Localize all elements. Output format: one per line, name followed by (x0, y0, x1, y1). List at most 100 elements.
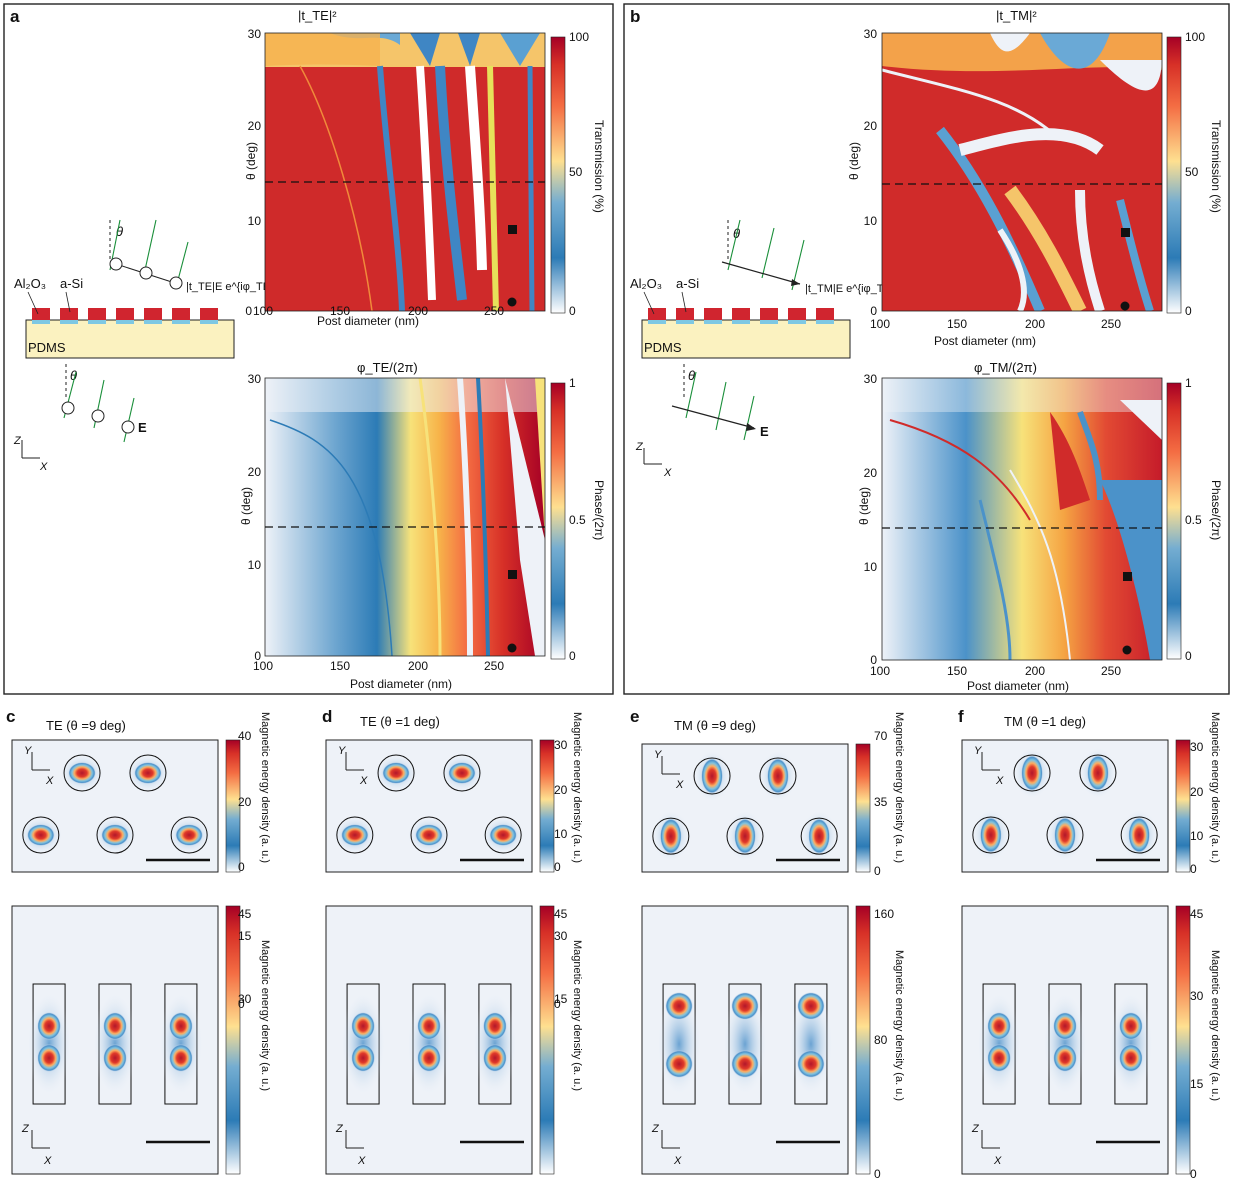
label-pdms-b: PDMS (644, 340, 682, 355)
field-hotspot (1053, 1012, 1077, 1040)
svg-text:0: 0 (254, 649, 261, 663)
field-maps: Y X Z X Y X Z X Y X Z X Y X Z X (11, 739, 1191, 1175)
post-outline (759, 757, 797, 795)
svg-text:0: 0 (1190, 1167, 1197, 1181)
svg-text:20: 20 (248, 119, 262, 133)
field-hotspot (1053, 1044, 1077, 1072)
axis-x-top-d: X (359, 775, 368, 787)
pdms-substrate (25, 319, 235, 359)
svg-text:250: 250 (1101, 317, 1121, 331)
svg-text:20: 20 (864, 466, 878, 480)
svg-text:150: 150 (330, 304, 350, 318)
svg-text:20: 20 (864, 119, 878, 133)
map-transmission-tm: |t_TM|² Post diameter (nm) θ (deg) 100 1… (847, 8, 1223, 348)
axis-y-e: Y (654, 749, 662, 761)
field-hotspot (979, 817, 1002, 854)
svg-text:100: 100 (253, 304, 273, 318)
axis-y-d: Y (338, 745, 346, 757)
svg-text:Magnetic energy density (a. u.: Magnetic energy density (a. u.) (893, 950, 905, 1101)
posts-te (32, 308, 218, 324)
post-outline (63, 754, 101, 792)
svg-text:20: 20 (238, 795, 252, 809)
svg-text:10: 10 (864, 560, 878, 574)
map-transmission-te: |t_TE|² Post diameter (nm) θ (deg) 100 1… (244, 8, 606, 328)
axis-z-e: Z (651, 1123, 660, 1135)
field-hotspot (731, 992, 759, 1020)
cbar-phase-tm (1166, 382, 1182, 660)
post-outline (1046, 816, 1084, 854)
panel-b-frame (623, 3, 1230, 695)
svg-text:0.5: 0.5 (1185, 513, 1202, 527)
post-outline (800, 817, 838, 855)
svg-text:0: 0 (874, 864, 881, 878)
title-d: TE (θ =1 deg) (360, 714, 440, 729)
cbar-top-f (1175, 739, 1191, 873)
panel-letter-f: f (958, 707, 964, 726)
svg-text:150: 150 (947, 664, 967, 678)
svg-text:100: 100 (1185, 30, 1205, 44)
post-outline (1120, 816, 1158, 854)
svg-text:0: 0 (874, 1167, 881, 1181)
axis-y-c: Y (24, 745, 32, 757)
marker-circle-b-bot (1122, 645, 1132, 655)
axis-z-d: Z (335, 1123, 344, 1135)
panel-a-frame (3, 3, 614, 695)
marker-circle-a-bot (507, 643, 517, 653)
cbar-bottom-f (1175, 905, 1191, 1175)
axis-z-f: Z (971, 1123, 980, 1135)
svg-text:0: 0 (554, 997, 561, 1011)
panel-letter-d: d (322, 707, 332, 726)
ylabel-trans-tm: θ (deg) (847, 142, 861, 180)
field-hotspot (665, 1050, 694, 1078)
svg-text:15: 15 (1190, 1077, 1204, 1091)
title-c: TE (θ =9 deg) (46, 718, 126, 733)
svg-text:0: 0 (1185, 649, 1192, 663)
axis-x-top-e: X (675, 779, 684, 791)
cbar-label-phase-tm: Phase/(2π) (1209, 480, 1223, 540)
svg-text:80: 80 (874, 1033, 888, 1047)
field-hotspot (103, 1044, 127, 1072)
svg-text:0: 0 (238, 860, 245, 874)
cbar-top-c (225, 739, 241, 873)
field-hotspot (734, 818, 756, 855)
svg-text:Magnetic energy density (a. u.: Magnetic energy density (a. u.) (259, 940, 271, 1091)
field-hotspot (1054, 817, 1076, 854)
svg-text:200: 200 (408, 659, 428, 673)
map-phase-tm: φ_TM/(2π) Post diameter (nm) θ (deg) 100… (857, 360, 1223, 693)
svg-text:0: 0 (870, 653, 877, 667)
svg-text:15: 15 (554, 992, 568, 1006)
axis-x-b: X (663, 467, 672, 479)
svg-text:10: 10 (248, 214, 262, 228)
field-hotspot (796, 1050, 825, 1078)
svg-text:0: 0 (1185, 304, 1192, 318)
svg-text:45: 45 (554, 907, 568, 921)
svg-text:70: 70 (874, 729, 888, 743)
svg-text:0: 0 (870, 304, 877, 318)
svg-text:35: 35 (874, 795, 888, 809)
svg-text:30: 30 (238, 992, 252, 1006)
svg-text:1: 1 (569, 376, 576, 390)
axis-x-top-f: X (995, 775, 1004, 787)
svg-text:0: 0 (569, 649, 576, 663)
cbar-top-e (855, 743, 871, 873)
field-hotspot (766, 758, 789, 794)
svg-text:0.5: 0.5 (569, 513, 586, 527)
cbar-bottom-e (855, 905, 871, 1175)
field-hotspot (796, 992, 825, 1020)
svg-text:15: 15 (238, 929, 252, 943)
post-outline (129, 754, 167, 792)
svg-text:30: 30 (248, 372, 262, 386)
panel-letter-a: a (10, 7, 20, 26)
svg-text:100: 100 (870, 664, 890, 678)
svg-text:250: 250 (484, 304, 504, 318)
post-outline (726, 817, 764, 855)
xlabel-phase-tm: Post diameter (nm) (967, 679, 1069, 693)
cbar-label-trans-tm: Transmission (%) (1209, 120, 1223, 213)
svg-text:30: 30 (1190, 989, 1204, 1003)
field-hotspot (168, 1012, 193, 1040)
title-trans-te: |t_TE|² (298, 8, 337, 23)
label-pdms-a: PDMS (28, 340, 66, 355)
axis-z-a: Z (13, 435, 22, 447)
theta-label-a-bot: θ (70, 368, 77, 383)
svg-text:20: 20 (1190, 785, 1204, 799)
